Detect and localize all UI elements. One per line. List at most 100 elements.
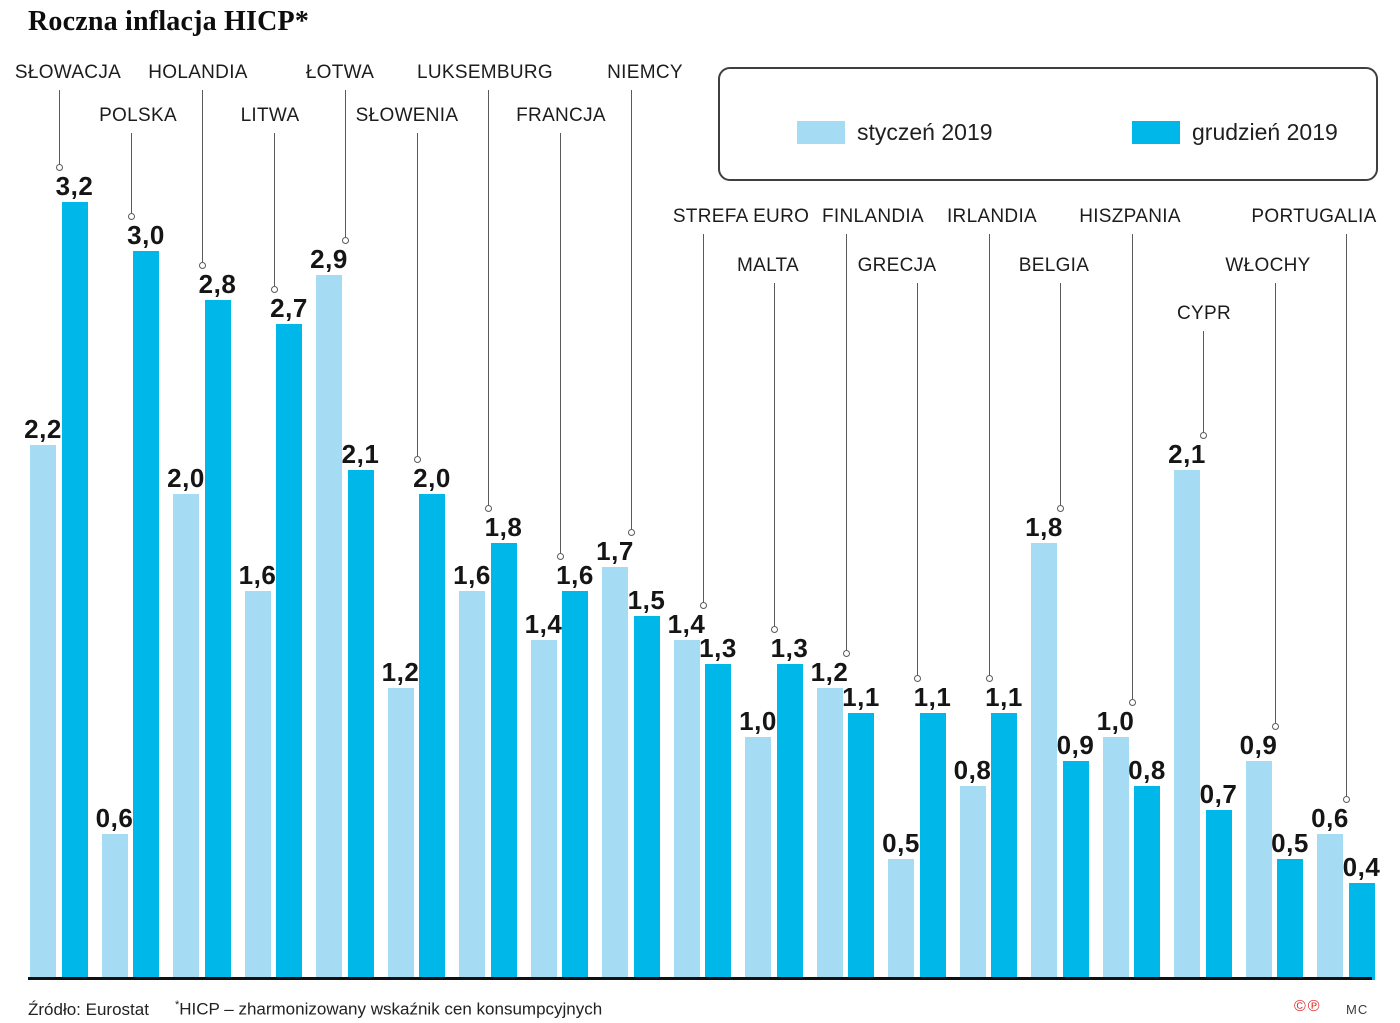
leader-dot-słowacja	[56, 164, 63, 172]
category-label-holandia: HOLANDIA	[148, 62, 248, 83]
value-dec-słowenia: 2,0	[413, 463, 451, 493]
leader-dot-litwa	[270, 285, 278, 293]
value-jan-strefa-euro: 1,4	[667, 608, 706, 639]
bar-dec-polska	[133, 251, 159, 980]
category-label-włochy: WŁOCHY	[1225, 255, 1311, 276]
bar-jan-hiszpania	[1102, 737, 1129, 980]
category-label-finlandia: FINLANDIA	[822, 206, 924, 227]
value-dec-holandia: 2,8	[198, 268, 237, 299]
leader-line-hiszpania	[1131, 234, 1133, 699]
value-jan-grecja: 0,5	[882, 827, 920, 858]
value-jan-polska: 0,6	[95, 803, 134, 834]
value-jan-cypr: 2,1	[1168, 438, 1206, 469]
value-jan-finlandia: 1,2	[810, 657, 849, 688]
value-jan-niemcy: 1,7	[596, 535, 634, 566]
category-label-portugalia: PORTUGALIA	[1251, 206, 1377, 227]
value-jan-hiszpania: 1,0	[1096, 706, 1135, 736]
bar-dec-niemcy	[633, 615, 660, 980]
value-jan-portugalia: 0,6	[1311, 803, 1349, 834]
leader-dot-grecja	[914, 674, 921, 682]
leader-dot-portugalia	[1343, 796, 1350, 804]
leader-dot-polska	[127, 213, 135, 220]
bar-jan-niemcy	[602, 566, 628, 980]
bar-dec-cypr	[1205, 809, 1232, 980]
value-dec-francja: 1,6	[556, 560, 594, 591]
category-label-niemcy: NIEMCY	[607, 62, 683, 83]
bar-dec-grecja	[919, 712, 946, 980]
category-label-belgia: BELGIA	[1018, 255, 1090, 276]
legend-swatch-january	[797, 121, 845, 144]
legend-item-january: styczeń 2019	[797, 119, 993, 146]
bar-dec-luksemburg	[490, 542, 517, 980]
bar-dec-słowenia	[419, 494, 445, 980]
source-text: Źródło: Eurostat	[28, 999, 149, 1019]
bar-jan-grecja	[888, 858, 914, 980]
bar-dec-hiszpania	[1134, 785, 1160, 980]
legend: styczeń 2019 grudzień 2019	[718, 67, 1378, 181]
leader-dot-włochy	[1271, 723, 1279, 731]
bar-dec-francja	[562, 591, 588, 980]
leader-dot-malta	[771, 626, 778, 634]
leader-dot-irlandia	[985, 674, 993, 682]
value-dec-finlandia: 1,1	[842, 681, 880, 712]
bar-jan-holandia	[173, 494, 199, 980]
value-dec-niemcy: 1,5	[627, 584, 666, 615]
category-label-luksemburg: LUKSEMBURG	[416, 62, 554, 83]
bar-dec-irlandia	[991, 712, 1017, 980]
value-dec-włochy: 0,5	[1271, 827, 1309, 858]
value-dec-irlandia: 1,1	[985, 681, 1023, 712]
leader-dot-francja	[556, 553, 564, 561]
category-label-polska: POLSKA	[99, 105, 177, 126]
value-jan-malta: 1,0	[739, 706, 777, 736]
bar-jan-portugalia	[1317, 834, 1343, 980]
leader-line-luksemburg	[488, 90, 489, 505]
bar-dec-włochy	[1277, 858, 1303, 980]
author-initials: MC	[1346, 1002, 1369, 1017]
bar-dec-słowacja	[61, 202, 88, 980]
category-label-słowacja: SŁOWACJA	[14, 62, 122, 83]
legend-swatch-december	[1132, 121, 1180, 144]
leader-dot-finlandia	[842, 650, 850, 658]
category-label-strefa-euro: STREFA EURO	[672, 206, 810, 227]
category-label-łotwa: ŁOTWA	[305, 62, 375, 83]
chart-title: Roczna inflacja HICP*	[28, 6, 310, 37]
leader-line-słowacja	[59, 90, 60, 165]
value-jan-irlandia: 0,8	[953, 754, 992, 785]
leader-dot-słowenia	[413, 456, 421, 463]
value-dec-grecja: 1,1	[913, 681, 952, 712]
leader-line-polska	[130, 133, 132, 213]
category-label-hiszpania: HISZPANIA	[1079, 206, 1181, 227]
bar-dec-portugalia	[1348, 882, 1375, 980]
leader-dot-strefa-euro	[699, 601, 707, 609]
value-jan-łotwa: 2,9	[310, 244, 348, 275]
leader-line-niemcy	[631, 90, 632, 529]
category-label-francja: FRANCJA	[516, 105, 606, 126]
value-dec-strefa-euro: 1,3	[699, 633, 737, 664]
value-jan-słowenia: 1,2	[381, 657, 420, 688]
bar-jan-strefa-euro	[673, 639, 700, 980]
value-dec-polska: 3,0	[127, 220, 165, 250]
leader-line-cypr	[1203, 331, 1204, 432]
leader-line-holandia	[202, 90, 203, 262]
value-jan-luksemburg: 1,6	[453, 560, 491, 591]
leader-line-malta	[774, 283, 775, 627]
category-label-słowenia: SŁOWENIA	[355, 105, 459, 126]
leader-dot-hiszpania	[1128, 699, 1136, 706]
category-label-irlandia: IRLANDIA	[946, 206, 1038, 227]
leader-line-irlandia	[988, 234, 990, 675]
value-dec-belgia: 0,9	[1056, 730, 1095, 761]
bar-dec-belgia	[1062, 761, 1089, 980]
value-jan-francja: 1,4	[524, 608, 563, 639]
bar-jan-polska	[101, 834, 128, 980]
leader-dot-łotwa	[342, 237, 349, 245]
bar-jan-łotwa	[316, 275, 342, 980]
value-jan-włochy: 0,9	[1239, 730, 1278, 761]
bar-jan-włochy	[1245, 761, 1272, 980]
leader-line-portugalia	[1346, 234, 1347, 797]
bar-dec-holandia	[204, 299, 231, 980]
x-axis-baseline	[28, 977, 1372, 980]
value-dec-litwa: 2,7	[270, 292, 308, 323]
value-dec-słowacja: 3,2	[55, 171, 94, 202]
value-dec-malta: 1,3	[770, 633, 809, 664]
